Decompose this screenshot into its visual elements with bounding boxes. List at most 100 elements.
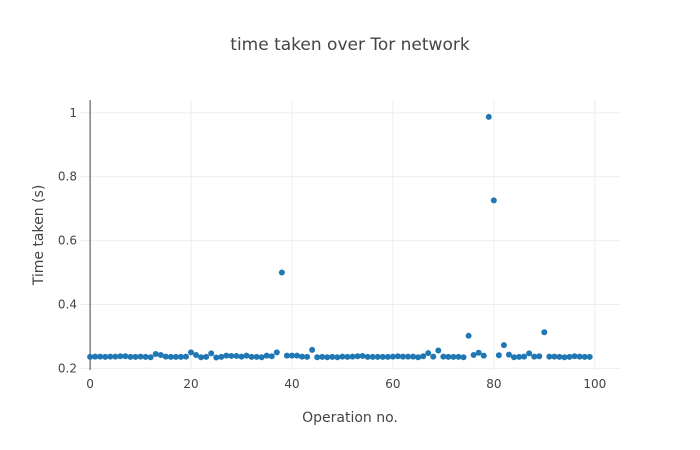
x-tick-labels: 0 20 40 60 80 100	[86, 377, 606, 391]
data-point	[87, 353, 94, 360]
data-point	[420, 353, 427, 360]
data-point	[526, 350, 533, 357]
data-point	[490, 197, 497, 204]
data-point	[339, 353, 346, 360]
data-point	[167, 353, 174, 360]
data-point	[177, 353, 184, 360]
data-point	[384, 353, 391, 360]
y-tick-label: 0.6	[58, 234, 77, 248]
data-point	[551, 353, 558, 360]
y-axis-label: Time taken (s)	[31, 185, 47, 287]
data-point	[440, 353, 447, 360]
x-tick-label: 0	[86, 377, 94, 391]
data-point	[238, 353, 245, 360]
data-point	[480, 352, 487, 359]
data-point	[581, 353, 588, 360]
data-point	[319, 353, 326, 360]
data-point	[415, 354, 422, 361]
data-point	[304, 353, 311, 360]
data-point	[203, 353, 210, 360]
data-point	[142, 353, 149, 360]
data-point	[470, 351, 477, 358]
data-point	[157, 351, 164, 358]
data-point	[127, 353, 134, 360]
data-point	[117, 353, 124, 360]
data-point	[268, 353, 275, 360]
data-point	[92, 353, 99, 360]
data-point	[172, 353, 179, 360]
data-point	[359, 352, 366, 359]
data-point	[193, 351, 200, 358]
data-points	[87, 113, 593, 361]
x-tick-label: 40	[284, 377, 299, 391]
data-point	[500, 342, 507, 349]
data-point	[132, 353, 139, 360]
data-point	[561, 354, 568, 361]
data-point	[405, 353, 412, 360]
data-point	[546, 353, 553, 360]
data-point	[278, 269, 285, 276]
data-point	[329, 353, 336, 360]
data-point	[394, 353, 401, 360]
data-point	[208, 350, 215, 357]
y-tick-label: 0.2	[58, 361, 77, 375]
data-point	[152, 351, 159, 358]
y-tick-label: 0.8	[58, 170, 77, 184]
data-point	[258, 354, 265, 361]
x-tick-label: 20	[183, 377, 198, 391]
data-point	[253, 353, 260, 360]
data-point	[314, 354, 321, 361]
data-point	[162, 353, 169, 360]
data-point	[218, 353, 225, 360]
data-point	[299, 353, 306, 360]
data-point	[445, 353, 452, 360]
data-point	[455, 353, 462, 360]
y-tick-labels: 0.2 0.4 0.6 0.8 1	[58, 106, 77, 376]
data-point	[435, 347, 442, 354]
data-point	[369, 353, 376, 360]
data-point	[198, 354, 205, 361]
data-point	[283, 352, 290, 359]
data-point	[566, 353, 573, 360]
data-point	[182, 353, 189, 360]
data-point	[188, 349, 195, 356]
data-point	[354, 353, 361, 360]
x-axis-label: Operation no.	[302, 410, 398, 426]
data-point	[122, 353, 129, 360]
data-point	[294, 352, 301, 359]
data-point	[228, 352, 235, 359]
data-point	[505, 351, 512, 358]
data-point	[495, 352, 502, 359]
data-point	[465, 332, 472, 339]
data-point	[430, 353, 437, 360]
data-point	[349, 353, 356, 360]
data-point	[399, 353, 406, 360]
data-point	[213, 354, 220, 361]
data-point	[364, 353, 371, 360]
x-tick-label: 60	[385, 377, 400, 391]
data-point	[374, 353, 381, 360]
data-point	[233, 352, 240, 359]
data-point	[425, 350, 432, 357]
data-point	[102, 353, 109, 360]
data-point	[389, 353, 396, 360]
data-point	[576, 353, 583, 360]
data-point	[309, 346, 316, 353]
data-point	[536, 353, 543, 360]
data-point	[521, 353, 528, 360]
data-point	[516, 353, 523, 360]
data-point	[112, 353, 119, 360]
data-point	[344, 353, 351, 360]
data-point	[137, 353, 144, 360]
data-point	[571, 353, 578, 360]
y-tick-label: 0.4	[58, 297, 77, 311]
data-point	[334, 354, 341, 361]
data-point	[379, 353, 386, 360]
data-point	[263, 352, 270, 359]
data-point	[107, 353, 114, 360]
gridlines	[80, 100, 620, 370]
data-point	[450, 353, 457, 360]
x-tick-label: 80	[486, 377, 501, 391]
data-point	[556, 353, 563, 360]
chart-title: time taken over Tor network	[230, 35, 470, 55]
